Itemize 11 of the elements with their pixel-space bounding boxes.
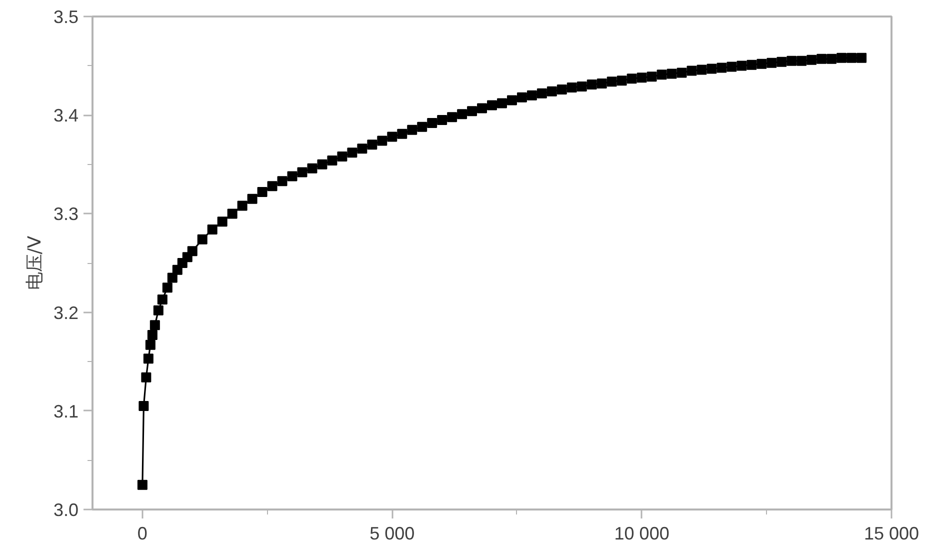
y-tick-label: 3.4 xyxy=(53,106,79,126)
y-tick-label: 3.0 xyxy=(53,500,79,520)
y-tick-label: 3.3 xyxy=(53,204,79,224)
y-tick-label: 3.5 xyxy=(53,7,79,27)
y-tick-label: 3.1 xyxy=(53,401,79,422)
x-tick-label: 10 000 xyxy=(614,524,670,544)
x-tick-label: 0 xyxy=(137,524,148,544)
y-tick-label: 3.2 xyxy=(53,302,79,323)
y-axis-title: 电压/V xyxy=(24,235,46,290)
x-tick-label: 5 000 xyxy=(370,524,415,544)
x-tick-label: 15 000 xyxy=(864,524,920,544)
